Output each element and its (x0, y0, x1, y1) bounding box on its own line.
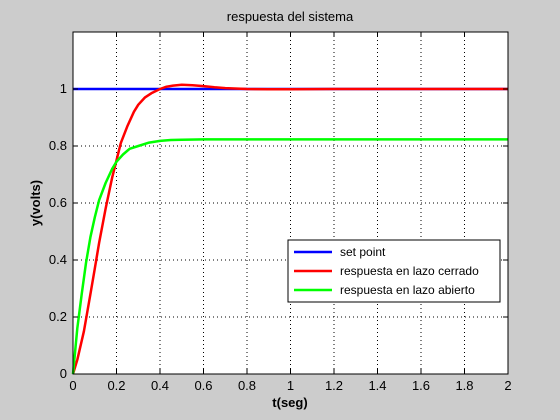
plot-area (73, 32, 508, 374)
x-tick-label: 1.2 (325, 378, 343, 393)
legend-label: respuesta en lazo cerrado (340, 264, 479, 278)
y-tick-label: 0.4 (49, 252, 67, 267)
chart-title: respuesta del sistema (227, 9, 354, 24)
x-tick-label: 1.4 (368, 378, 386, 393)
x-tick-label: 0.2 (107, 378, 125, 393)
x-tick-label: 1.6 (412, 378, 430, 393)
legend-label: respuesta en lazo abierto (340, 283, 475, 297)
x-tick-label: 0.6 (194, 378, 212, 393)
series-layer (71, 83, 508, 375)
x-tick-label: 0.4 (151, 378, 169, 393)
legend: set point respuesta en lazo cerrado respue… (287, 239, 501, 303)
y-axis-title: y(volts) (28, 180, 43, 226)
x-tick-label: 0 (69, 378, 76, 393)
y-tick-label: 0.6 (49, 195, 67, 210)
x-tick-label: 0.8 (238, 378, 256, 393)
y-tick-label: 0 (60, 366, 67, 381)
y-tick-label: 0.8 (49, 138, 67, 153)
y-tick-label: 1 (60, 81, 67, 96)
x-axis-title: t(seg) (272, 395, 307, 410)
ticks: 0 0.2 0.4 0.6 0.8 1 1.2 1.4 1.6 1.8 2 0 0.2 0.4 0.6 0.8… (49, 32, 512, 393)
x-tick-label: 1 (287, 378, 294, 393)
legend-label: set point (340, 245, 386, 259)
series-line-1 (71, 83, 508, 375)
x-tick-label: 2 (504, 378, 511, 393)
x-tick-label: 1.8 (455, 378, 473, 393)
series-line-2 (71, 138, 508, 375)
y-tick-label: 0.2 (49, 309, 67, 324)
